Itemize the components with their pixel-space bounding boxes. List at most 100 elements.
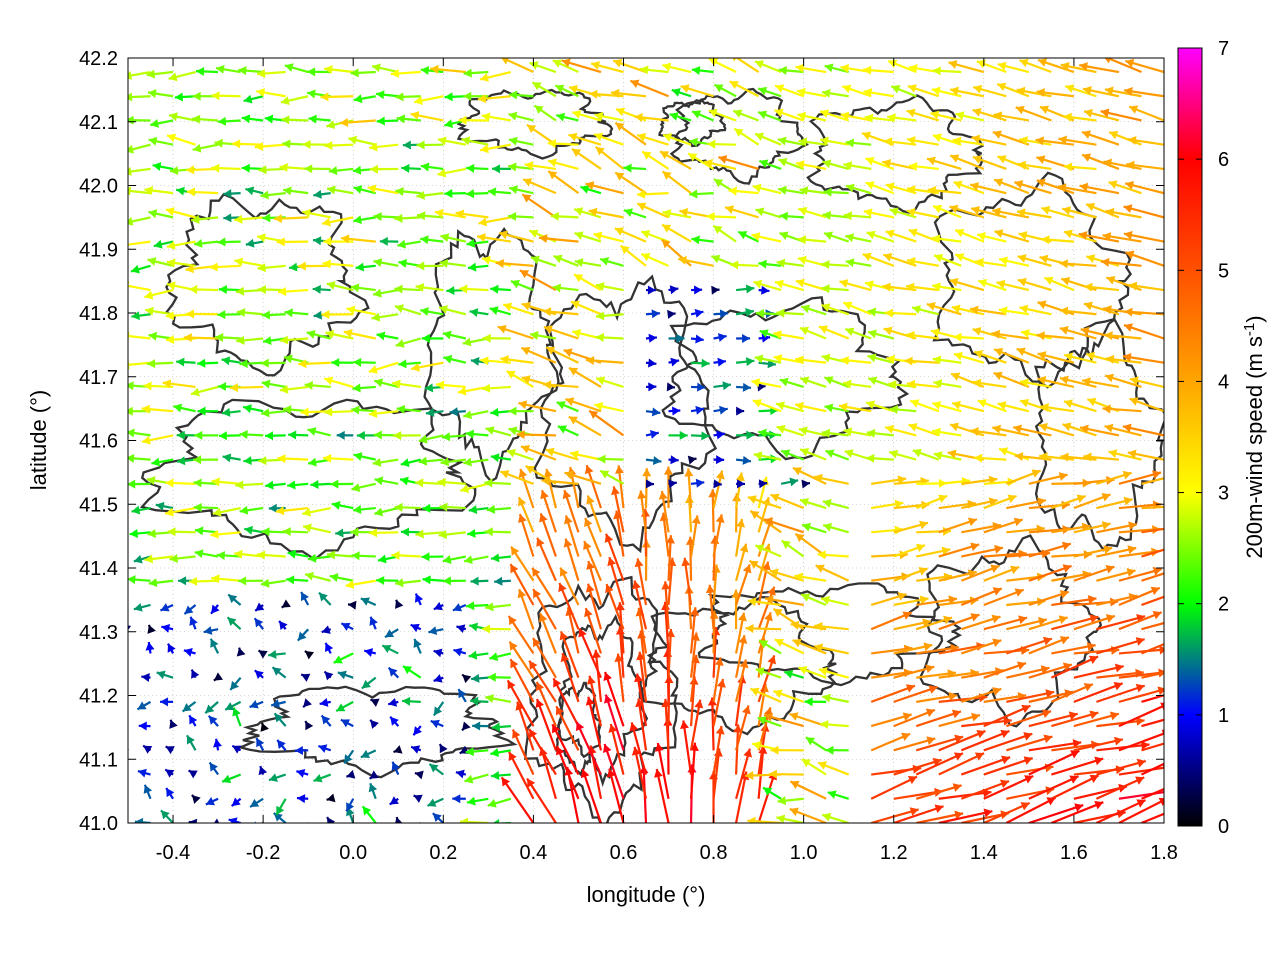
wind-vector	[883, 137, 917, 147]
wind-vector	[580, 768, 602, 823]
wind-vector	[462, 337, 489, 347]
wind-vector	[839, 279, 872, 292]
wind-vector	[1083, 452, 1120, 462]
wind-vector	[747, 816, 782, 823]
wind-vector	[735, 771, 750, 823]
wind-vector	[165, 207, 196, 219]
wind-vector	[364, 648, 376, 657]
contour-line	[918, 534, 1103, 728]
wind-vector	[326, 550, 354, 560]
wind-vector	[1124, 180, 1164, 195]
wind-vector	[953, 332, 984, 342]
wind-vector	[1064, 84, 1097, 98]
wind-vector	[819, 136, 849, 146]
wind-vector	[1005, 709, 1052, 728]
wind-vector	[712, 514, 725, 557]
wind-vector	[1141, 548, 1164, 558]
wind-vector	[395, 187, 421, 196]
wind-vector	[801, 479, 811, 489]
wind-vector	[629, 79, 669, 98]
wind-vector	[1125, 58, 1164, 74]
wind-vector	[789, 780, 827, 800]
wind-vector	[415, 529, 444, 539]
wind-vector	[353, 215, 376, 225]
wind-vector	[1006, 689, 1055, 703]
x-tick-label: 0.6	[610, 842, 638, 864]
wind-vector	[1124, 307, 1164, 317]
wind-vector	[217, 237, 241, 247]
wind-vector	[281, 115, 309, 125]
wind-vector	[330, 479, 354, 489]
wind-vector	[1028, 636, 1070, 655]
wind-vector	[691, 382, 706, 392]
wind-vector	[565, 397, 602, 413]
wind-vector	[329, 573, 354, 583]
wind-vector	[372, 457, 399, 467]
wind-vector	[734, 518, 746, 557]
wind-vector	[128, 240, 151, 250]
wind-vector	[795, 278, 827, 292]
wind-vector	[532, 637, 557, 679]
wind-vector	[326, 281, 354, 292]
wind-vector	[938, 729, 986, 752]
wind-vector	[713, 405, 728, 415]
wind-vector	[948, 60, 985, 74]
wind-vector	[1041, 235, 1074, 245]
wind-vector	[381, 644, 399, 655]
wind-vector	[973, 350, 1007, 364]
wind-vector	[257, 263, 286, 273]
wind-vector	[608, 723, 625, 775]
wind-vector	[261, 408, 286, 418]
wind-vector	[729, 80, 760, 98]
wind-vector	[345, 579, 376, 589]
wind-vector	[249, 700, 264, 709]
wind-vector	[541, 476, 579, 486]
wind-vector	[268, 649, 286, 659]
wind-vector	[255, 737, 265, 751]
wind-vector	[821, 303, 850, 316]
wind-vector	[142, 744, 153, 754]
wind-vector	[398, 359, 421, 369]
wind-vector	[636, 202, 669, 219]
wind-vector	[395, 816, 403, 823]
y-tick-label: 41.7	[79, 367, 118, 389]
wind-vector	[435, 380, 466, 390]
wind-vector	[916, 692, 958, 703]
wind-vector	[1040, 403, 1075, 413]
wind-vector	[1020, 329, 1052, 340]
x-tick-label: 1.0	[790, 842, 818, 864]
wind-vector	[799, 186, 827, 196]
wind-vector	[575, 721, 602, 776]
wind-vector	[926, 156, 962, 170]
y-tick-label: 42.1	[79, 112, 118, 134]
wind-vector	[724, 205, 759, 219]
wind-vector	[745, 623, 782, 633]
wind-vector	[1141, 718, 1164, 728]
x-tick-label: 1.6	[1060, 842, 1088, 864]
wind-vector	[992, 424, 1030, 437]
wind-vector	[176, 430, 196, 440]
wind-vector	[410, 111, 444, 122]
wind-vector	[645, 285, 656, 295]
wind-vector	[508, 111, 534, 122]
wind-vector	[755, 667, 782, 679]
wind-vector	[438, 530, 466, 539]
wind-vector	[1028, 803, 1084, 823]
wind-vector	[1083, 301, 1120, 316]
wind-vector	[862, 65, 894, 75]
wind-vector	[758, 259, 782, 269]
wind-vector	[261, 527, 286, 537]
wind-vector	[144, 554, 174, 564]
wind-vector	[203, 626, 219, 635]
wind-vector	[387, 698, 399, 707]
wind-vector	[394, 284, 421, 294]
wind-vector	[912, 448, 940, 461]
wind-vector	[843, 427, 872, 437]
wind-vector	[284, 63, 309, 74]
wind-vector	[615, 465, 625, 509]
wind-vector	[563, 538, 580, 582]
wind-vector	[752, 183, 782, 195]
wind-vector	[308, 114, 331, 124]
wind-vector	[645, 309, 660, 319]
